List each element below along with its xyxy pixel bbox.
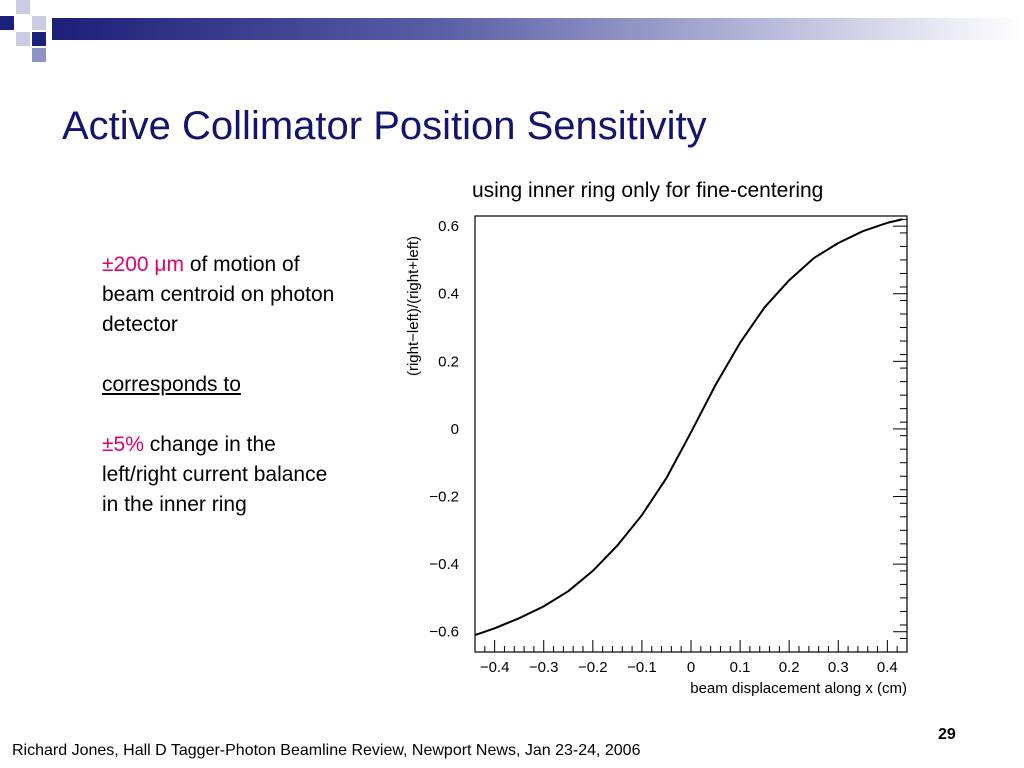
header-bar [52,18,1024,40]
decorative-squares [0,0,80,70]
explanation-text: ±200 μm of motion of beam centroid on ph… [102,250,342,550]
deco-square [16,16,30,30]
sensitivity-chart: −0.4 −0.3 −0.2 −0.1 0 0.1 0.2 0.3 0.4 −0.6 −0.4 −0.… [405,215,908,697]
balance-value: ±5% [102,433,144,456]
y-tick-label: 0.6 [438,218,459,235]
x-tick-label: 0 [687,659,695,676]
deco-square [0,0,14,14]
y-tick-label: 0.4 [438,286,459,303]
deco-square [0,16,14,30]
x-axis-title: beam displacement along x (cm) [690,680,907,697]
paragraph-motion: ±200 μm of motion of beam centroid on ph… [102,250,342,340]
deco-square [16,32,30,46]
y-axis-title: (right−left)/(right+left) [405,236,422,376]
plot-caption: using inner ring only for fine-centering [472,179,824,202]
page-number: 29 [938,726,956,743]
x-tick-label: −0.3 [529,659,559,676]
paragraph-corresponds: corresponds to [102,370,342,400]
paragraph-balance: ±5% change in the left/right current bal… [102,430,342,520]
balance-description: change in the left/right current balance… [102,433,328,516]
deco-square [32,32,46,46]
y-tick-label: 0.2 [438,353,459,370]
motion-description: of motion of beam centroid on photon det… [102,253,335,336]
x-tick-label: 0.3 [828,659,849,676]
corresponds-label: corresponds to [102,373,241,396]
deco-square [32,48,46,62]
y-tick-label: 0 [451,421,459,438]
slide-title: Active Collimator Position Sensitivity [62,104,707,148]
motion-value: ±200 μm [102,253,184,276]
y-tick-label: −0.4 [429,556,459,573]
x-tick-label: −0.1 [627,659,657,676]
deco-square [32,16,46,30]
x-tick-label: −0.4 [480,659,510,676]
x-tick-label: 0.2 [779,659,800,676]
y-tick-label: −0.2 [429,489,459,506]
x-tick-label: 0.1 [730,659,751,676]
footer-text: Richard Jones, Hall D Tagger-Photon Beam… [12,742,641,759]
data-curve [474,218,903,637]
x-tick-label: 0.4 [877,659,898,676]
y-tick-label: −0.6 [429,624,459,641]
deco-square [16,0,30,14]
x-tick-label: −0.2 [578,659,608,676]
